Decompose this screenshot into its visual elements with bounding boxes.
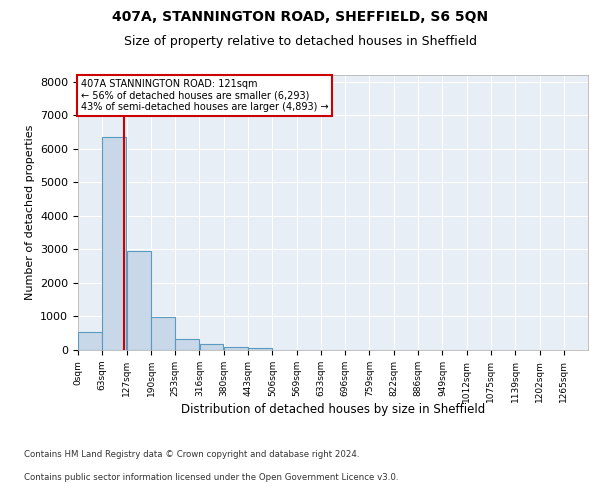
Text: Contains HM Land Registry data © Crown copyright and database right 2024.: Contains HM Land Registry data © Crown c…	[24, 450, 359, 459]
Bar	[200, 344, 223, 350]
Bar	[78, 332, 102, 350]
Y-axis label: Number of detached properties: Number of detached properties	[25, 125, 35, 300]
Text: 407A, STANNINGTON ROAD, SHEFFIELD, S6 5QN: 407A, STANNINGTON ROAD, SHEFFIELD, S6 5Q…	[112, 10, 488, 24]
Bar	[103, 137, 126, 350]
Text: Contains public sector information licensed under the Open Government Licence v3: Contains public sector information licen…	[24, 472, 398, 482]
Bar	[224, 346, 248, 350]
Text: Distribution of detached houses by size in Sheffield: Distribution of detached houses by size …	[181, 402, 485, 415]
Bar	[127, 251, 151, 350]
Bar	[175, 338, 199, 350]
Text: Size of property relative to detached houses in Sheffield: Size of property relative to detached ho…	[124, 35, 476, 48]
Bar	[151, 318, 175, 350]
Bar	[248, 348, 272, 350]
Text: 407A STANNINGTON ROAD: 121sqm
← 56% of detached houses are smaller (6,293)
43% o: 407A STANNINGTON ROAD: 121sqm ← 56% of d…	[80, 79, 328, 112]
